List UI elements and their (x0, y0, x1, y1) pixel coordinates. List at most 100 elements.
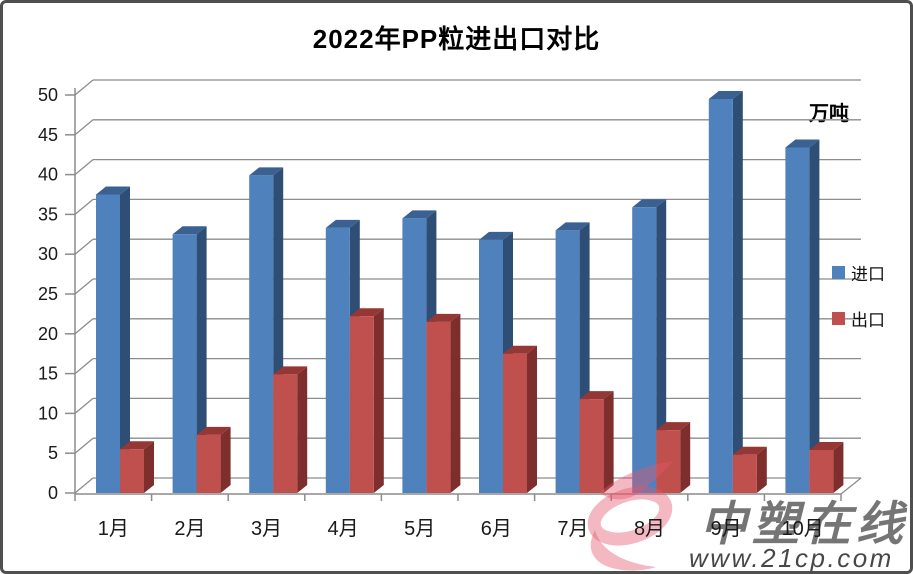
x-axis-label: 1月 (98, 518, 129, 540)
y-axis-label: 20 (38, 324, 58, 344)
bar-top (325, 219, 360, 228)
grid-depth-connector (74, 437, 94, 454)
bar-出口-6月 (503, 345, 537, 493)
grid-depth-connector (74, 318, 94, 335)
grid-depth-connector (74, 278, 94, 295)
legend-swatch-import (832, 266, 845, 279)
bar-top (172, 226, 207, 235)
bar-进口-9月 (708, 90, 743, 493)
x-axis-label: 5月 (404, 518, 435, 540)
grid-depth-connector (74, 79, 94, 96)
grid-depth-connector (74, 358, 94, 375)
bar-side (732, 90, 743, 493)
bar-top (196, 426, 231, 435)
x-axis-label: 10月 (782, 518, 824, 540)
bar-出口-4月 (349, 308, 384, 493)
bar-side (120, 186, 130, 493)
bar-出口-2月 (196, 426, 231, 493)
bar-face (555, 230, 580, 493)
bar-top (273, 366, 308, 375)
grid-depth-connector (74, 159, 94, 176)
bar-side (756, 446, 767, 493)
grid-depth-connector (74, 477, 94, 494)
bar-face (249, 175, 274, 493)
legend: 进口 出口 (832, 260, 885, 352)
bar-出口-5月 (426, 313, 461, 493)
bar-top (402, 210, 437, 219)
y-axis-label: 10 (38, 403, 58, 423)
bar-face (632, 207, 657, 493)
bar-出口-9月 (732, 446, 767, 493)
y-axis-label: 40 (38, 165, 58, 185)
y-axis-label: 0 (48, 483, 58, 503)
bar-face (503, 353, 527, 493)
bar-side (220, 426, 231, 493)
y-axis-label: 25 (38, 284, 58, 304)
bar-出口-1月 (120, 441, 154, 493)
bar-进口-1月 (96, 186, 130, 493)
x-axis-label: 6月 (481, 518, 512, 540)
bar-top (426, 313, 461, 322)
x-axis-label: 9月 (711, 518, 742, 540)
bar-side (297, 366, 308, 493)
y-axis-label: 5 (48, 443, 58, 463)
bar-face (196, 434, 221, 493)
bar-top (96, 186, 130, 195)
x-axis-label: 4月 (328, 518, 359, 540)
x-axis-label: 3月 (251, 518, 282, 540)
legend-item-export: 出口 (832, 306, 885, 331)
bar-top (249, 167, 284, 176)
bar-face (349, 316, 374, 493)
watermark-url: www.21cp.com (689, 543, 894, 573)
bar-top (732, 446, 767, 455)
bar-出口-7月 (579, 391, 614, 493)
bar-side (373, 308, 384, 493)
grid-depth-connector (74, 397, 94, 414)
x-axis-label: 2月 (174, 518, 205, 540)
y-axis-label: 30 (38, 244, 58, 264)
bar-face (172, 234, 197, 494)
bar-face (708, 98, 733, 493)
bar-face (785, 147, 810, 493)
bar-top (120, 441, 154, 450)
axis-labels-layer: 0 5 10 15 20 25 30 35 40 45 50 1月 2月 3月 4月 5月 6月 7月 8月 9月 10… (38, 85, 824, 540)
bar-side (527, 345, 537, 493)
bar-top (632, 199, 667, 208)
bar-face (656, 430, 681, 493)
y-axis-label: 15 (38, 364, 58, 384)
bar-出口-10月 (809, 442, 844, 493)
grid-depth-connector (74, 119, 94, 136)
watermark-logo-ring (587, 486, 673, 546)
y-axis-label: 35 (38, 204, 58, 224)
bar-top (479, 231, 513, 240)
grid-depth-connector (74, 198, 94, 215)
bar-side (833, 442, 844, 493)
floor-right-edge (840, 477, 862, 495)
watermark-logo-tail (590, 530, 656, 571)
watermark-logo-flame (600, 461, 674, 500)
watermark-brand: 中塑在线 (700, 497, 908, 550)
bar-top (579, 391, 614, 400)
bar-top (555, 222, 590, 231)
bar-face (479, 239, 503, 493)
bar-side (680, 422, 691, 493)
bar-face (325, 227, 350, 493)
bar-进口-8月 (632, 199, 667, 493)
bar-top (349, 308, 384, 317)
x-axis-label: 7月 (557, 518, 588, 540)
bar-top (708, 90, 743, 99)
bar-side (603, 391, 614, 493)
bar-side (656, 199, 667, 493)
legend-swatch-export (832, 312, 845, 325)
bar-face (96, 194, 120, 493)
bar-进口-2月 (172, 226, 207, 494)
bar-top (809, 442, 844, 451)
bar-side (809, 139, 820, 493)
bar-side (450, 313, 461, 493)
bar-top (785, 139, 820, 148)
legend-label-export: 出口 (851, 311, 885, 330)
bar-出口-8月 (656, 422, 691, 493)
bars-layer (96, 90, 844, 494)
